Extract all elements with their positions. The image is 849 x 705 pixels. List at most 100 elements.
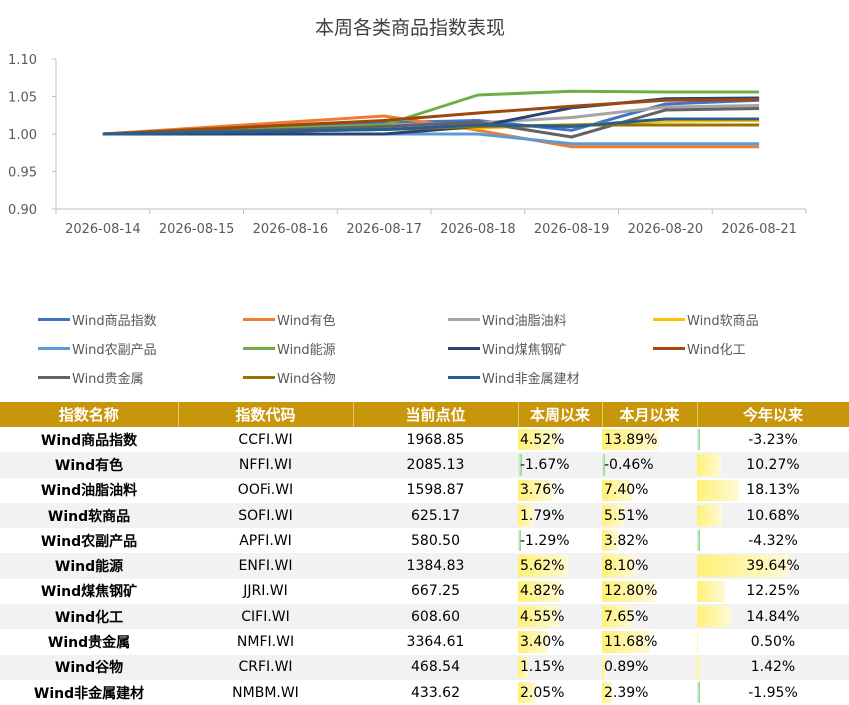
legend-swatch [38, 317, 70, 321]
data-bar [518, 479, 552, 501]
table-row: Wind谷物 CRFI.WI 468.54 1.15% 0.89% 1.42% [0, 654, 849, 680]
cell-year: 10.27% [697, 452, 849, 478]
table-row: Wind商品指数 CCFI.WI 1968.85 4.52% 13.89% -3.23% [0, 427, 849, 452]
cell-name: Wind商品指数 [40, 432, 138, 449]
legend-item: Wind农副产品 [38, 339, 157, 358]
chart-legend: Wind商品指数 Wind有色 Wind油脂油料 Wind软商品 Wind农副产品 Win… [0, 306, 849, 392]
legend-swatch [653, 346, 685, 350]
data-bar [602, 580, 655, 603]
legend-label: Wind贵金属 [72, 371, 144, 387]
legend-item: Wind商品指数 [38, 310, 157, 329]
data-bar [602, 555, 636, 577]
cell-year: -4.32% [697, 528, 849, 553]
cell-week: -1.29% [518, 528, 602, 553]
legend-label: Wind农副产品 [72, 342, 157, 358]
x-tick-label: 2026-08-14 [65, 222, 141, 237]
legend-swatch [38, 375, 70, 379]
data-bar [697, 580, 726, 603]
series-line-7 [102, 98, 760, 136]
legend-label: Wind煤焦钢矿 [482, 342, 567, 358]
cell-month: 8.10% [602, 553, 697, 579]
legend-label: Wind谷物 [277, 371, 336, 387]
legend-item: Wind化工 [653, 339, 746, 358]
cell-year: 18.13% [697, 478, 849, 503]
cell-code: CRFI.WI [178, 654, 353, 680]
header-point: 当前点位 [353, 402, 519, 427]
header-code: 指数代码 [178, 402, 354, 427]
cell-year: 1.42% [697, 654, 849, 680]
legend-swatch [243, 375, 275, 379]
cell-code: OOFi.WI [237, 482, 294, 499]
data-bar [518, 454, 522, 476]
legend-swatch [243, 317, 275, 321]
series-line-10 [102, 117, 760, 136]
data-bar [602, 429, 659, 451]
cell-week: 3.76% [518, 478, 602, 503]
cell-month: 11.68% [602, 629, 697, 654]
legend-label: Wind能源 [277, 342, 336, 358]
cell-week: 4.52% [518, 427, 602, 452]
cell-week: -1.67% [518, 452, 602, 478]
cell-month: 12.80% [602, 579, 697, 604]
x-tick-label: 2026-08-15 [159, 222, 235, 237]
cell-month: 13.89% [602, 427, 697, 452]
cell-month: 7.65% [602, 604, 697, 630]
cell-year: 12.25% [697, 579, 849, 604]
legend-label: Wind化工 [687, 342, 746, 358]
header-name: 指数名称 [0, 402, 179, 427]
cell-point: 580.50 [411, 532, 460, 549]
cell-name: Wind能源 [0, 553, 178, 579]
table-row: Wind软商品 SOFI.WI 625.17 1.79% 5.51% 10.68% [0, 502, 849, 529]
data-bar [697, 631, 699, 653]
legend-swatch [448, 375, 480, 379]
legend-item: Wind油脂油料 [448, 310, 567, 329]
cell-name: Wind化工 [0, 604, 178, 630]
cell-point: 3364.61 [406, 634, 465, 651]
data-bar [697, 479, 739, 501]
cell-code: CIFI.WI [178, 604, 353, 630]
x-tick-label: 2026-08-19 [534, 222, 610, 237]
cell-week: 5.62% [518, 553, 602, 579]
legend-swatch [448, 346, 480, 350]
cell-name: Wind贵金属 [47, 635, 131, 652]
cell-code: APFI.WI [239, 532, 292, 549]
legend-label: Wind有色 [277, 313, 336, 329]
chart-series [102, 89, 760, 149]
cell-point: 1384.83 [353, 553, 518, 579]
cell-year: 39.64% [697, 553, 849, 579]
cell-code: JJRI.WI [243, 583, 288, 600]
legend-item: Wind软商品 [653, 310, 759, 329]
cell-point: 1968.85 [406, 431, 465, 448]
cell-point: 608.60 [353, 604, 518, 630]
data-bar [697, 530, 700, 552]
x-tick-label: 2026-08-21 [721, 222, 797, 237]
cell-week: 1.15% [518, 654, 602, 680]
y-tick-label: 1.00 [8, 128, 37, 143]
table-header-row: 指数名称 指数代码 当前点位 本周以来 本月以来 今年以来 [0, 402, 849, 427]
cell-month: 5.51% [602, 502, 697, 529]
data-bar [518, 580, 562, 603]
legend-item: Wind谷物 [243, 368, 336, 387]
data-bar [697, 454, 721, 476]
cell-point: 667.25 [411, 583, 460, 600]
legend-label: Wind油脂油料 [482, 313, 567, 329]
cell-point: 2085.13 [353, 452, 518, 478]
legend-swatch [38, 346, 70, 350]
x-tick-label: 2026-08-20 [628, 222, 704, 237]
table-row: Wind农副产品 APFI.WI 580.50 -1.29% 3.82% -4.32% [0, 528, 849, 553]
table-row: Wind有色 NFFI.WI 2085.13 -1.67% -0.46% 10.27% [0, 452, 849, 478]
data-bar [697, 606, 732, 628]
header-week: 本周以来 [518, 402, 603, 427]
legend-swatch [243, 346, 275, 350]
data-bar [518, 631, 549, 653]
legend-label: Wind商品指数 [72, 313, 157, 329]
index-table: 指数名称 指数代码 当前点位 本周以来 本月以来 今年以来 Wind商品指数 CC… [0, 402, 849, 705]
cell-name: Wind有色 [0, 452, 178, 478]
x-tick-label: 2026-08-17 [346, 222, 422, 237]
cell-point: 1598.87 [406, 482, 465, 499]
data-bar [697, 429, 700, 451]
legend-item: Wind非金属建材 [448, 368, 580, 387]
y-tick-label: 1.10 [8, 53, 37, 68]
cell-month: 7.40% [602, 478, 697, 503]
cell-month: 3.82% [602, 528, 697, 553]
